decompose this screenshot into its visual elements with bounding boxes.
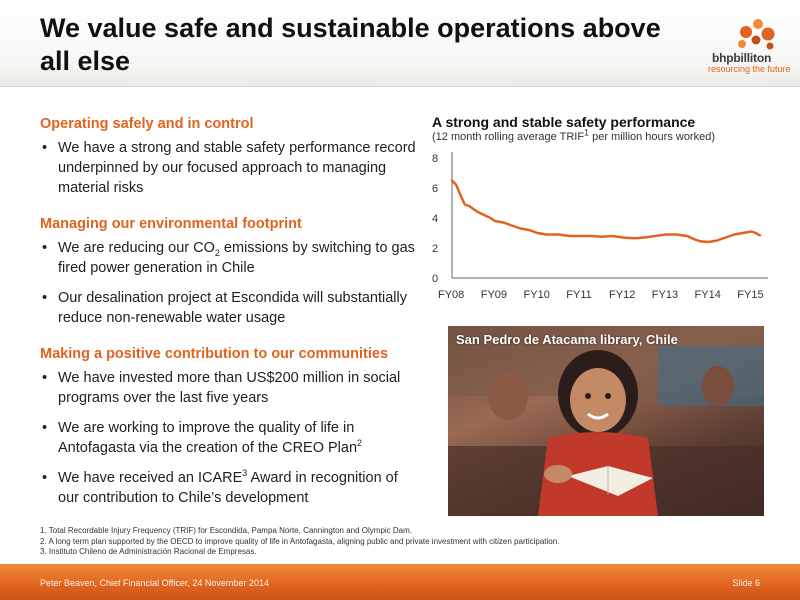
bullet-text: emissions by switching to gas fired powe… xyxy=(58,240,415,276)
slide-footer: Peter Beaven, Chief Financial Officer, 2… xyxy=(0,564,800,600)
superscript: 1 xyxy=(584,127,590,138)
chart-subtitle-text: (12 month rolling average TRIF xyxy=(432,131,585,143)
x-tick-label: FY10 xyxy=(524,289,550,301)
y-tick-label: 0 xyxy=(432,273,438,285)
superscript: 3 xyxy=(242,468,248,479)
section-heading: Operating safely and in control xyxy=(40,116,254,132)
bullet-text: We have received an ICARE xyxy=(58,470,243,486)
bullet-item: Our desalination project at Escondida wi… xyxy=(40,288,420,328)
bhp-logo-icon xyxy=(738,19,775,50)
x-tick-label: FY08 xyxy=(438,289,464,301)
bullet-item: We have a strong and stable safety perfo… xyxy=(40,138,420,198)
footnotes: 1. Total Recordable Injury Frequency (TR… xyxy=(40,526,559,558)
x-tick-label: FY11 xyxy=(566,289,591,301)
chart-title: A strong and stable safety performance xyxy=(432,114,696,130)
y-tick-label: 4 xyxy=(432,213,438,225)
logo-tagline: resourcing the future xyxy=(708,64,791,74)
subscript: 2 xyxy=(214,247,220,258)
x-tick-label: FY12 xyxy=(609,289,635,301)
footer-slide-number: Slide 6 xyxy=(732,578,760,588)
chart-subtitle: (12 month rolling average TRIF1 per mill… xyxy=(432,128,715,143)
slide-title: We value safe and sustainable operations… xyxy=(40,13,661,76)
bullet-item: We are working to improve the quality of… xyxy=(40,418,420,458)
bullet-item: We are reducing our CO2 emissions by swi… xyxy=(40,238,420,278)
section-communities: Making a positive contribution to our co… xyxy=(40,344,420,508)
logo-name: bhpbilliton xyxy=(712,51,772,65)
bullet-text: Award in recognition of our contribution… xyxy=(58,470,398,506)
section-safety: Operating safely and in control We have … xyxy=(40,114,420,198)
bullet-text: We are reducing our CO xyxy=(58,240,215,256)
trif-line-chart: 0 2 4 6 8 FY08 FY09 FY10 FY11 FY12 FY13 FY14 FY15 xyxy=(432,152,768,301)
section-environment: Managing our environmental footprint We … xyxy=(40,214,420,328)
bullet-item: We have invested more than US$200 millio… xyxy=(40,368,420,408)
chart-subtitle-text: per million hours worked) xyxy=(589,131,715,143)
photo-caption: San Pedro de Atacama library, Chile xyxy=(456,332,678,347)
library-photo: San Pedro de Atacama library, Chile xyxy=(448,326,764,516)
x-tick-label: FY09 xyxy=(481,289,507,301)
y-tick-label: 6 xyxy=(432,183,438,195)
y-tick-label: 8 xyxy=(432,153,438,165)
content-left: Operating safely and in control We have … xyxy=(40,114,420,508)
section-heading: Managing our environmental footprint xyxy=(40,216,302,232)
x-tick-label: FY14 xyxy=(695,289,721,301)
footer-presenter: Peter Beaven, Chief Financial Officer, 2… xyxy=(40,578,269,588)
y-tick-label: 2 xyxy=(432,243,438,255)
x-tick-label: FY15 xyxy=(737,289,763,301)
x-tick-label: FY13 xyxy=(652,289,678,301)
slide-header: We value safe and sustainable operations… xyxy=(0,0,800,87)
footnote: 2. A long term plan supported by the OEC… xyxy=(40,536,560,546)
footnote: 1. Total Recordable Injury Frequency (TR… xyxy=(40,526,413,535)
section-heading: Making a positive contribution to our co… xyxy=(40,346,389,362)
footnote: 3. Instituto Chileno de Administración R… xyxy=(40,547,257,556)
bullet-text: We are working to improve the quality of… xyxy=(58,420,358,456)
bullet-item: We have received an ICARE3 Award in reco… xyxy=(40,468,420,508)
superscript: 2 xyxy=(357,438,363,449)
trif-series-line xyxy=(450,179,762,244)
children-reading-photo xyxy=(448,326,764,516)
